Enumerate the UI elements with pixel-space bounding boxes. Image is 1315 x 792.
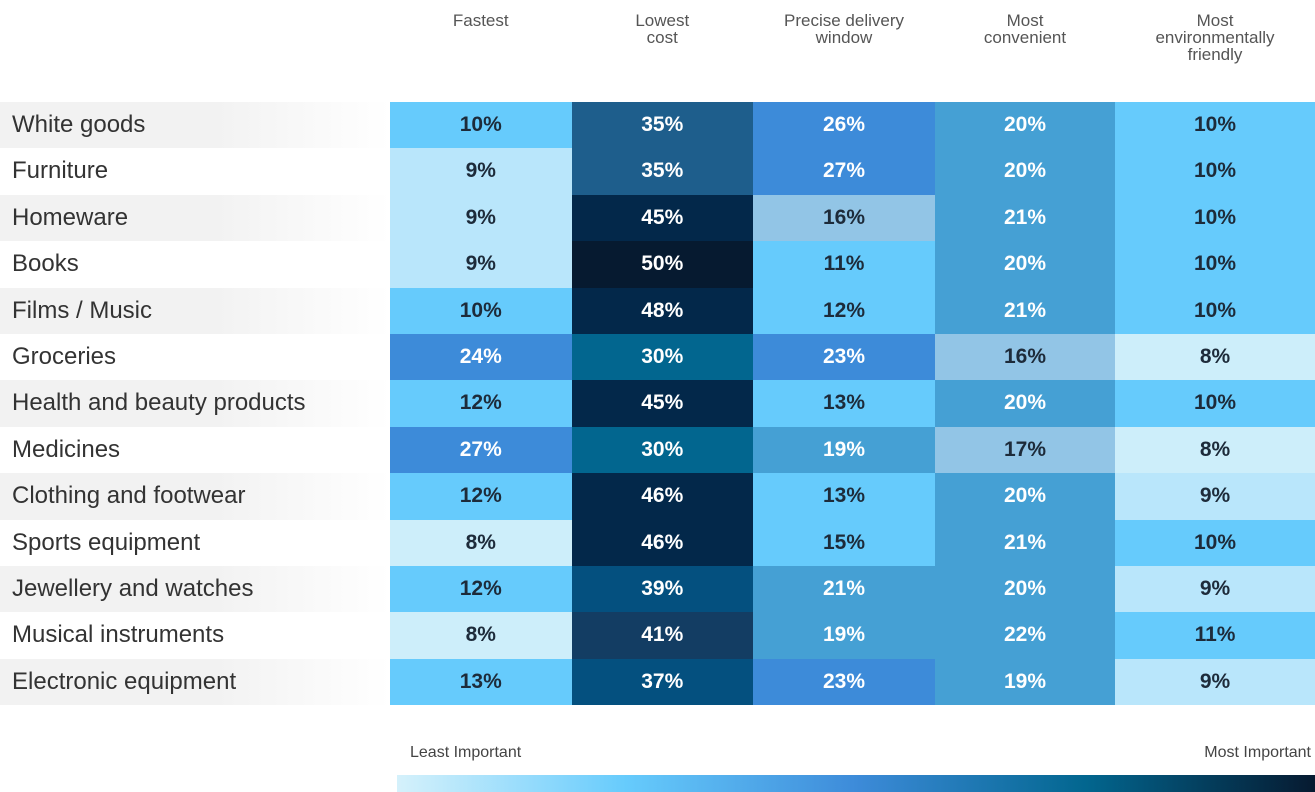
heat-cell: 9% bbox=[390, 241, 572, 288]
row-label: Medicines bbox=[12, 435, 121, 463]
heat-cell: 20% bbox=[935, 102, 1115, 149]
heat-cell: 9% bbox=[1115, 658, 1315, 706]
heat-cell: 10% bbox=[1115, 241, 1315, 288]
heat-cell: 9% bbox=[1115, 473, 1315, 520]
heat-cell: 13% bbox=[753, 380, 935, 427]
heat-cell: 16% bbox=[935, 334, 1115, 381]
heat-cell: 21% bbox=[935, 519, 1115, 566]
heat-cell: 30% bbox=[571, 426, 753, 474]
heat-cell: 20% bbox=[935, 473, 1115, 520]
heat-cell: 8% bbox=[1115, 426, 1315, 474]
legend-high: Most Important bbox=[1204, 744, 1311, 761]
heat-cell: 19% bbox=[753, 426, 935, 474]
heat-cell: 21% bbox=[753, 566, 935, 613]
heat-cell: 13% bbox=[390, 658, 572, 706]
column-header: Precise delivery window bbox=[784, 11, 904, 47]
heat-cell: 46% bbox=[571, 519, 753, 566]
row-label: Books bbox=[12, 250, 79, 278]
row-label: White goods bbox=[0, 102, 390, 149]
heat-cell: 15% bbox=[753, 519, 935, 566]
heat-cell: 41% bbox=[571, 612, 753, 659]
heat-cell: 27% bbox=[390, 426, 572, 474]
heat-cell: 10% bbox=[1115, 148, 1315, 195]
heat-cell: 39% bbox=[571, 566, 753, 613]
heat-cell: 48% bbox=[571, 287, 753, 334]
heat-cell: 27% bbox=[753, 148, 935, 195]
heat-cell: 20% bbox=[935, 148, 1115, 195]
heat-cell: 9% bbox=[1115, 566, 1315, 613]
heat-cell: 23% bbox=[753, 334, 935, 381]
heat-cell: 16% bbox=[753, 194, 935, 242]
colorbar bbox=[397, 775, 1315, 792]
heat-cell: 21% bbox=[935, 194, 1115, 242]
heat-cell: 8% bbox=[390, 612, 572, 659]
heat-cell: 12% bbox=[390, 566, 572, 613]
row-label: Furniture bbox=[12, 157, 109, 185]
heat-cell: 10% bbox=[390, 287, 572, 334]
row-label: Musical instruments bbox=[12, 621, 225, 649]
heat-cell: 22% bbox=[935, 612, 1115, 659]
column-header: Most convenient bbox=[983, 11, 1067, 47]
heat-cell: 24% bbox=[390, 334, 572, 381]
heat-cell: 35% bbox=[571, 102, 753, 149]
row-label: Clothing and footwear bbox=[0, 473, 390, 520]
heat-cell: 13% bbox=[753, 473, 935, 520]
column-header: Fastest bbox=[452, 11, 509, 30]
heat-cell: 20% bbox=[935, 380, 1115, 427]
row-label: Sports equipment bbox=[12, 528, 201, 556]
legend-low: Least Important bbox=[410, 744, 522, 761]
heat-cell: 12% bbox=[390, 380, 572, 427]
heat-cell: 30% bbox=[571, 334, 753, 381]
heat-cell: 11% bbox=[1115, 612, 1315, 659]
row-label: Electronic equipment bbox=[0, 658, 390, 706]
column-header: Lowest cost bbox=[635, 11, 690, 47]
heat-cell: 46% bbox=[571, 473, 753, 520]
heat-cell: 11% bbox=[753, 241, 935, 288]
column-header: Most environmentally friendly bbox=[1155, 11, 1275, 64]
heat-cell: 10% bbox=[1115, 102, 1315, 149]
heat-cell: 20% bbox=[935, 241, 1115, 288]
heat-cell: 10% bbox=[1115, 287, 1315, 334]
heat-cell: 37% bbox=[571, 658, 753, 706]
heat-cell: 20% bbox=[935, 566, 1115, 613]
heat-cell: 10% bbox=[1115, 194, 1315, 242]
heat-cell: 19% bbox=[935, 658, 1115, 706]
heat-cell: 23% bbox=[753, 658, 935, 706]
heat-cell: 35% bbox=[571, 148, 753, 195]
row-label: Groceries bbox=[12, 343, 117, 370]
heat-cell: 17% bbox=[935, 426, 1115, 474]
heat-cell: 9% bbox=[390, 194, 572, 242]
heat-cell: 45% bbox=[571, 194, 753, 242]
row-label: Homeware bbox=[0, 194, 390, 242]
heat-cell: 8% bbox=[390, 519, 572, 566]
heat-cell: 12% bbox=[390, 473, 572, 520]
heat-cell: 45% bbox=[571, 380, 753, 427]
row-label: Jewellery and watches bbox=[0, 566, 390, 613]
heat-cell: 10% bbox=[390, 102, 572, 149]
heat-cell: 9% bbox=[390, 148, 572, 195]
row-label: Films / Music bbox=[0, 287, 390, 334]
heat-cell: 19% bbox=[753, 612, 935, 659]
heat-cell: 10% bbox=[1115, 519, 1315, 566]
heat-cell: 26% bbox=[753, 102, 935, 149]
heat-cell: 12% bbox=[753, 287, 935, 334]
row-label: Health and beauty products bbox=[0, 380, 390, 427]
heat-cell: 8% bbox=[1115, 334, 1315, 381]
heat-cell: 10% bbox=[1115, 380, 1315, 427]
heat-cell: 50% bbox=[571, 241, 753, 288]
heat-cell: 21% bbox=[935, 287, 1115, 334]
